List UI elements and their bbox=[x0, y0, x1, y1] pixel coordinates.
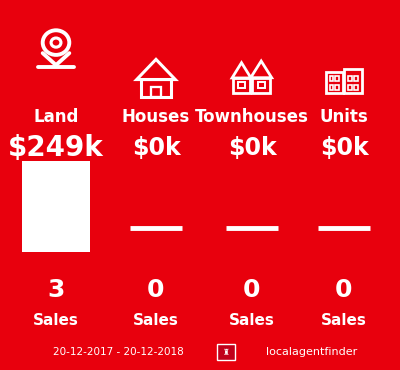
Bar bbox=[348, 85, 352, 90]
Text: Townhouses: Townhouses bbox=[195, 108, 309, 125]
Text: Houses: Houses bbox=[122, 108, 190, 125]
Bar bbox=[354, 76, 358, 81]
Bar bbox=[22, 161, 90, 252]
Bar bbox=[354, 85, 358, 90]
Bar bbox=[344, 69, 362, 93]
Text: 0: 0 bbox=[147, 279, 165, 302]
Bar bbox=[348, 76, 352, 81]
Text: localagentfinder: localagentfinder bbox=[266, 347, 358, 357]
Text: Sales: Sales bbox=[33, 313, 79, 327]
Text: $0k: $0k bbox=[320, 136, 368, 160]
Text: ♜: ♜ bbox=[222, 348, 230, 357]
Text: $0k: $0k bbox=[228, 136, 276, 160]
Text: Units: Units bbox=[320, 108, 368, 125]
Text: Land: Land bbox=[33, 108, 79, 125]
Bar bbox=[326, 73, 343, 93]
Text: $249k: $249k bbox=[8, 134, 104, 162]
Bar bbox=[252, 78, 270, 94]
Text: Sales: Sales bbox=[321, 313, 367, 327]
Bar bbox=[330, 76, 334, 81]
Text: 0: 0 bbox=[243, 279, 261, 302]
Text: Sales: Sales bbox=[133, 313, 179, 327]
Bar bbox=[335, 76, 339, 81]
Text: $0k: $0k bbox=[132, 136, 180, 160]
Bar bbox=[330, 85, 334, 90]
Bar bbox=[141, 79, 171, 97]
Bar bbox=[258, 82, 265, 88]
Text: 20-12-2017 - 20-12-2018: 20-12-2017 - 20-12-2018 bbox=[53, 347, 183, 357]
Text: Sales: Sales bbox=[229, 313, 275, 327]
Text: 3: 3 bbox=[47, 279, 65, 302]
Bar bbox=[233, 78, 250, 94]
Text: 0: 0 bbox=[335, 279, 353, 302]
Bar bbox=[238, 82, 245, 88]
Bar bbox=[151, 87, 161, 97]
FancyBboxPatch shape bbox=[217, 344, 235, 360]
Bar bbox=[335, 85, 339, 90]
